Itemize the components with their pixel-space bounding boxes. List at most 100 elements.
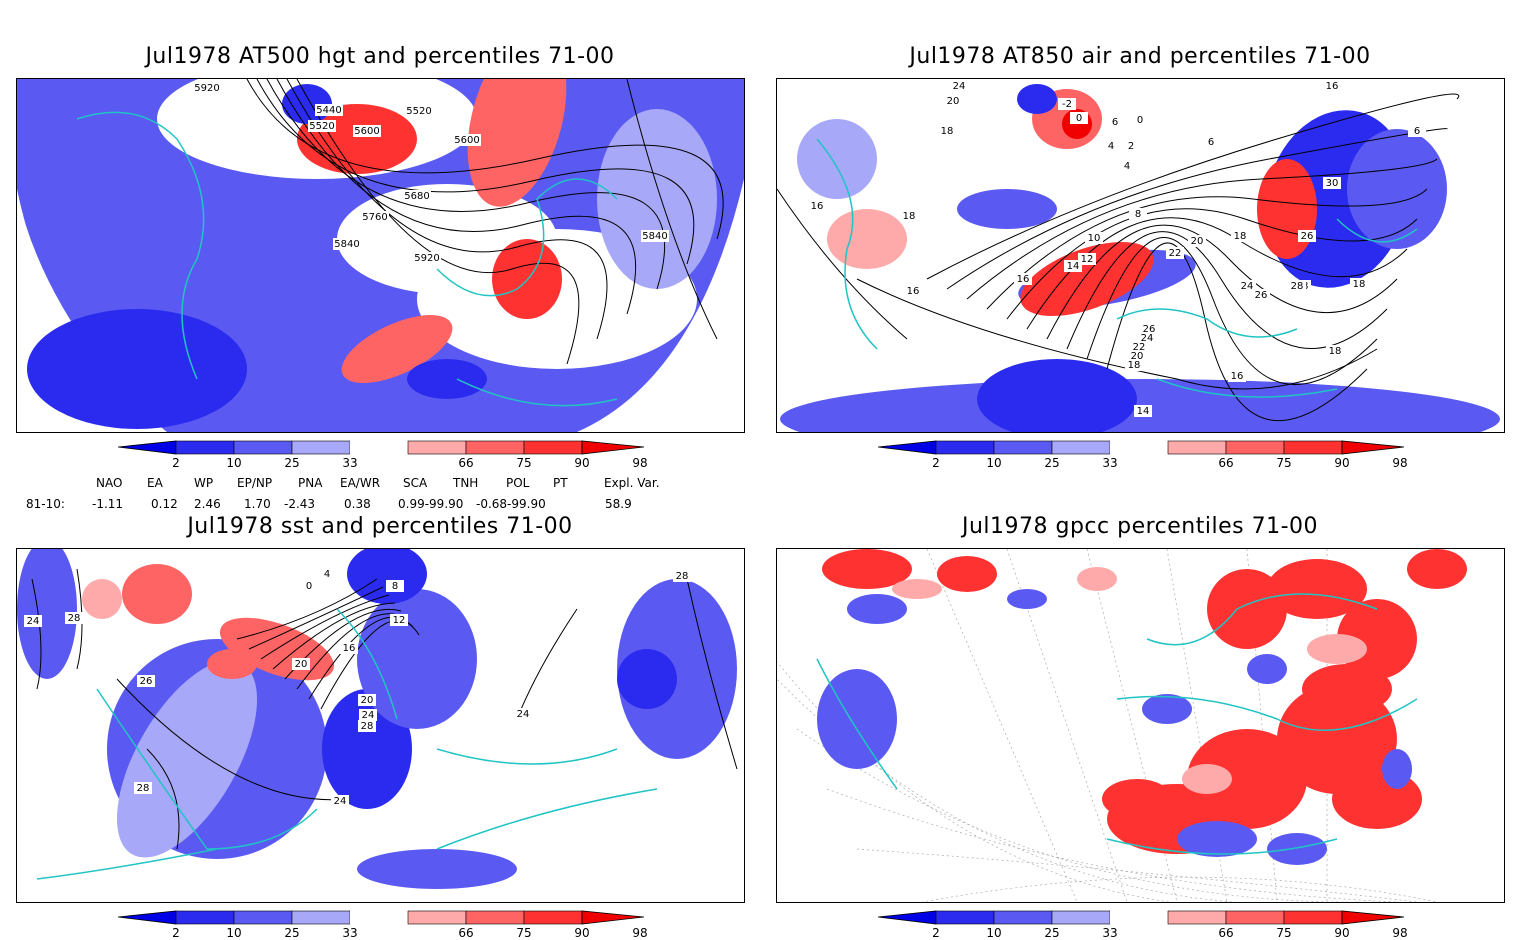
colorbar-segment (1051, 440, 1111, 455)
colorbar-tick-label: 75 (1276, 456, 1292, 470)
contour-label-bg (453, 134, 481, 146)
precip-above-90-region (822, 549, 912, 589)
index-value-eawr: 0.38 (344, 497, 371, 511)
contour-label: 5680 (404, 191, 429, 202)
precip-above-66-region (1307, 634, 1367, 664)
panel-title-hgt500: Jul1978 AT500 hgt and percentiles 71-00 (145, 44, 615, 69)
contour-label: 20 (1131, 351, 1144, 362)
colorbar-arrow-high (581, 440, 645, 455)
above-66-region-west (827, 209, 907, 269)
contour-label: 0 (1137, 115, 1143, 126)
contour-label: 6 (1112, 117, 1118, 128)
index-header-pna: PNA (298, 476, 323, 490)
contour-label: 5440 (316, 105, 341, 116)
colorbar-tick-label: 33 (1102, 926, 1118, 940)
colorbar-tick-label: 25 (284, 456, 300, 470)
air-contour (1046, 224, 1398, 340)
contour-label: 20 (947, 96, 960, 107)
index-value-nao: -1.11 (92, 497, 124, 511)
contour-label-bg (641, 230, 669, 242)
contour-label-bg (808, 200, 826, 212)
below-10-region-north (1017, 84, 1057, 114)
contour-label-bg (1118, 160, 1136, 172)
panel-title-air850: Jul1978 AT850 air and percentiles 71-00 (909, 44, 1371, 69)
colorbar-tick-label: 90 (1334, 456, 1350, 470)
colorbar-arrow-low (877, 440, 937, 455)
precip-above-90-region (1267, 559, 1367, 619)
contour-label-bg (904, 285, 922, 297)
colorbar-tick-label: 2 (932, 456, 940, 470)
colorbar-tick-label: 33 (342, 926, 358, 940)
colorbar-graphic (117, 910, 645, 925)
air-contour (926, 93, 1460, 280)
hgt-contour (286, 79, 608, 340)
contour-label-bg (1323, 177, 1341, 189)
contour-label-bg (1238, 280, 1256, 292)
below-25-region-north-sea (357, 589, 477, 729)
below-25-region-west (17, 549, 77, 679)
contour-label: 20 (1191, 236, 1204, 247)
below-33-region-atlantic (117, 660, 257, 858)
precip-below-25-region (1142, 694, 1192, 724)
contour-label: 5840 (642, 231, 667, 242)
map-panel-gpcc (776, 548, 1505, 903)
colorbar-tick-label: 66 (458, 456, 474, 470)
hgt-contour (296, 79, 580, 365)
contour-label-bg (1134, 405, 1152, 417)
contour-label: 18 (1353, 279, 1366, 290)
precip-above-90-region (1207, 569, 1287, 649)
colorbar-arrow-low (877, 910, 937, 925)
contour-label-bg (333, 238, 361, 250)
contour-label-bg (1122, 140, 1140, 152)
below-25-region-east (617, 579, 737, 759)
contour-label: 24 (1141, 333, 1154, 344)
sst-contour (320, 619, 420, 710)
above-75-region-2 (341, 314, 453, 384)
contour-label: 24 (953, 81, 966, 92)
contour-label-bg (340, 642, 358, 654)
below-10-region (977, 359, 1137, 432)
above-90-region-east (1257, 159, 1317, 259)
index-header-eawr: EA/WR (340, 476, 381, 490)
panel-title-sst: Jul1978 sst and percentiles 71-00 (187, 514, 573, 539)
contour-label-bg (193, 82, 221, 94)
contour-label-bg (950, 80, 968, 92)
colorbar-segment (1283, 440, 1343, 455)
contour-label: 18 (903, 211, 916, 222)
index-header-explvar: Expl. Var. (604, 476, 660, 490)
below-25-region-east (1347, 129, 1447, 249)
contour-label: 18 (1128, 360, 1141, 371)
below-25-region-mid-2 (957, 189, 1057, 229)
contour-label: 14 (1137, 406, 1150, 417)
contour-label: 16 (1326, 81, 1339, 92)
hgt-contour (626, 79, 718, 340)
colorbar-segment (233, 910, 293, 925)
contour-label: 24 (1241, 281, 1254, 292)
contour-label-bg (1188, 235, 1206, 247)
below-25-region-south (357, 849, 517, 889)
contour-label: 16 (1231, 371, 1244, 382)
contour-label: 24 (362, 710, 375, 721)
colorbar-air850: 2 10 25 33 66 75 90 98 (877, 440, 1408, 472)
contour-label-bg (1014, 273, 1032, 285)
graticule-line (1006, 549, 1128, 902)
contour-label-bg (292, 658, 310, 670)
contour-label: 22 (1133, 342, 1146, 353)
index-value-sca: 0.99-99.90 (398, 497, 464, 511)
hgt-contour (246, 79, 724, 240)
below-33-region-west (797, 119, 877, 199)
contour-label: 5520 (406, 106, 431, 117)
contour-label: 5760 (362, 212, 387, 223)
colorbar-tick-label: 98 (1392, 926, 1408, 940)
contour-label: 5600 (354, 126, 379, 137)
contour-label: 4 (1124, 161, 1130, 172)
coastline (76, 111, 618, 407)
index-values: 81-10: -1.11 0.12 2.46 1.70 -2.43 0.38 0… (0, 497, 760, 513)
index-value-pna: -2.43 (284, 497, 316, 511)
contour-label-bg (1350, 278, 1368, 290)
colorbar-tick-label: 25 (284, 926, 300, 940)
contour-label-bg (1058, 98, 1076, 110)
colorbar-arrow-high (581, 910, 645, 925)
